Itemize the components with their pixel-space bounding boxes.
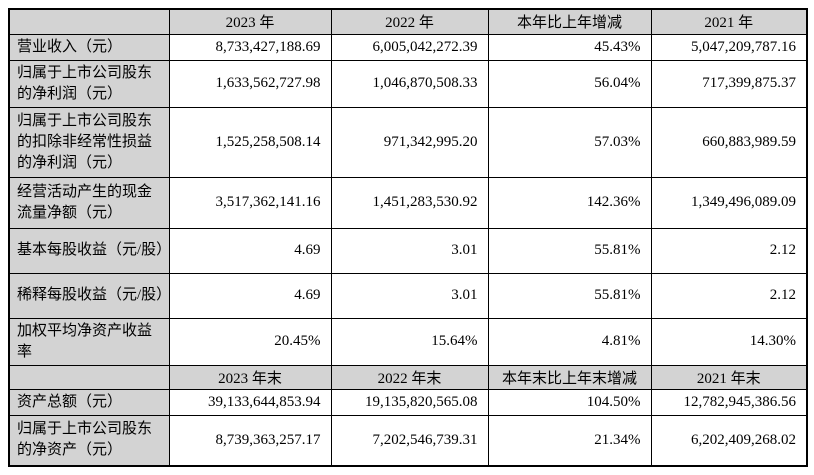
table-row-diluted-eps: 稀释每股收益（元/股） 4.69 3.01 55.81% 2.12 [8,272,808,319]
cell-value: 45.43% [487,33,652,61]
cell-value: 3.01 [330,272,489,319]
cell-value: 1,633,562,727.98 [168,59,332,108]
row-label: 营业收入（元） [8,33,170,61]
column-header-yoy-change: 本年比上年增减 [487,8,652,35]
cell-value: 12,782,945,386.56 [650,388,808,416]
row-label: 资产总额（元） [8,388,170,416]
column-header-2023: 2023 年 [168,8,332,35]
row-label: 基本每股收益（元/股） [8,227,170,274]
cell-value: 8,739,363,257.17 [168,414,332,467]
table-row-basic-eps: 基本每股收益（元/股） 4.69 3.01 55.81% 2.12 [8,227,808,274]
cell-value: 1,451,283,530.92 [330,176,489,229]
cell-value: 6,005,042,272.39 [330,33,489,61]
cell-value: 1,349,496,089.09 [650,176,808,229]
table-header-annual: 2023 年 2022 年 本年比上年增减 2021 年 [8,8,808,35]
row-label: 归属于上市公司股东的净资产（元） [8,414,170,467]
cell-value: 971,342,995.20 [330,106,489,178]
cell-value: 56.04% [487,59,652,108]
cell-value: 2.12 [650,227,808,274]
column-header-2023-yearend: 2023 年末 [168,364,332,390]
row-label: 归属于上市公司股东的扣除非经常性损益的净利润（元） [8,106,170,178]
cell-value: 4.69 [168,227,332,274]
table-row-net-assets: 归属于上市公司股东的净资产（元） 8,739,363,257.17 7,202,… [8,414,808,467]
table-row-net-profit-excl-nonrecurring: 归属于上市公司股东的扣除非经常性损益的净利润（元） 1,525,258,508.… [8,106,808,178]
table-row-operating-cash-flow: 经营活动产生的现金流量净额（元） 3,517,362,141.16 1,451,… [8,176,808,229]
cell-value: 19,135,820,565.08 [330,388,489,416]
cell-value: 142.36% [487,176,652,229]
cell-value: 21.34% [487,414,652,467]
cell-value: 1,046,870,508.33 [330,59,489,108]
cell-value: 7,202,546,739.31 [330,414,489,467]
row-label: 加权平均净资产收益率 [8,317,170,366]
column-header-empty [8,364,170,390]
column-header-2021: 2021 年 [650,8,808,35]
cell-value: 4.69 [168,272,332,319]
row-label: 经营活动产生的现金流量净额（元） [8,176,170,229]
table-row-net-profit: 归属于上市公司股东的净利润（元） 1,633,562,727.98 1,046,… [8,59,808,108]
cell-value: 55.81% [487,227,652,274]
cell-value: 717,399,875.37 [650,59,808,108]
financial-summary-table: 2023 年 2022 年 本年比上年增减 2021 年 营业收入（元） 8,7… [8,8,808,467]
cell-value: 1,525,258,508.14 [168,106,332,178]
cell-value: 5,047,209,787.16 [650,33,808,61]
table-header-yearend: 2023 年末 2022 年末 本年末比上年末增减 2021 年末 [8,364,808,390]
table-row-weighted-avg-roe: 加权平均净资产收益率 20.45% 15.64% 4.81% 14.30% [8,317,808,366]
row-label: 归属于上市公司股东的净利润（元） [8,59,170,108]
cell-value: 104.50% [487,388,652,416]
cell-value: 6,202,409,268.02 [650,414,808,467]
cell-value: 8,733,427,188.69 [168,33,332,61]
cell-value: 2.12 [650,272,808,319]
cell-value: 3.01 [330,227,489,274]
column-header-yearend-change: 本年末比上年末增减 [487,364,652,390]
column-header-2021-yearend: 2021 年末 [650,364,808,390]
cell-value: 15.64% [330,317,489,366]
cell-value: 20.45% [168,317,332,366]
cell-value: 39,133,644,853.94 [168,388,332,416]
cell-value: 660,883,989.59 [650,106,808,178]
cell-value: 57.03% [487,106,652,178]
column-header-2022-yearend: 2022 年末 [330,364,489,390]
table-row-total-assets: 资产总额（元） 39,133,644,853.94 19,135,820,565… [8,388,808,416]
table-row-revenue: 营业收入（元） 8,733,427,188.69 6,005,042,272.3… [8,33,808,61]
cell-value: 4.81% [487,317,652,366]
column-header-2022: 2022 年 [330,8,489,35]
row-label: 稀释每股收益（元/股） [8,272,170,319]
cell-value: 14.30% [650,317,808,366]
cell-value: 3,517,362,141.16 [168,176,332,229]
cell-value: 55.81% [487,272,652,319]
column-header-empty [8,8,170,35]
